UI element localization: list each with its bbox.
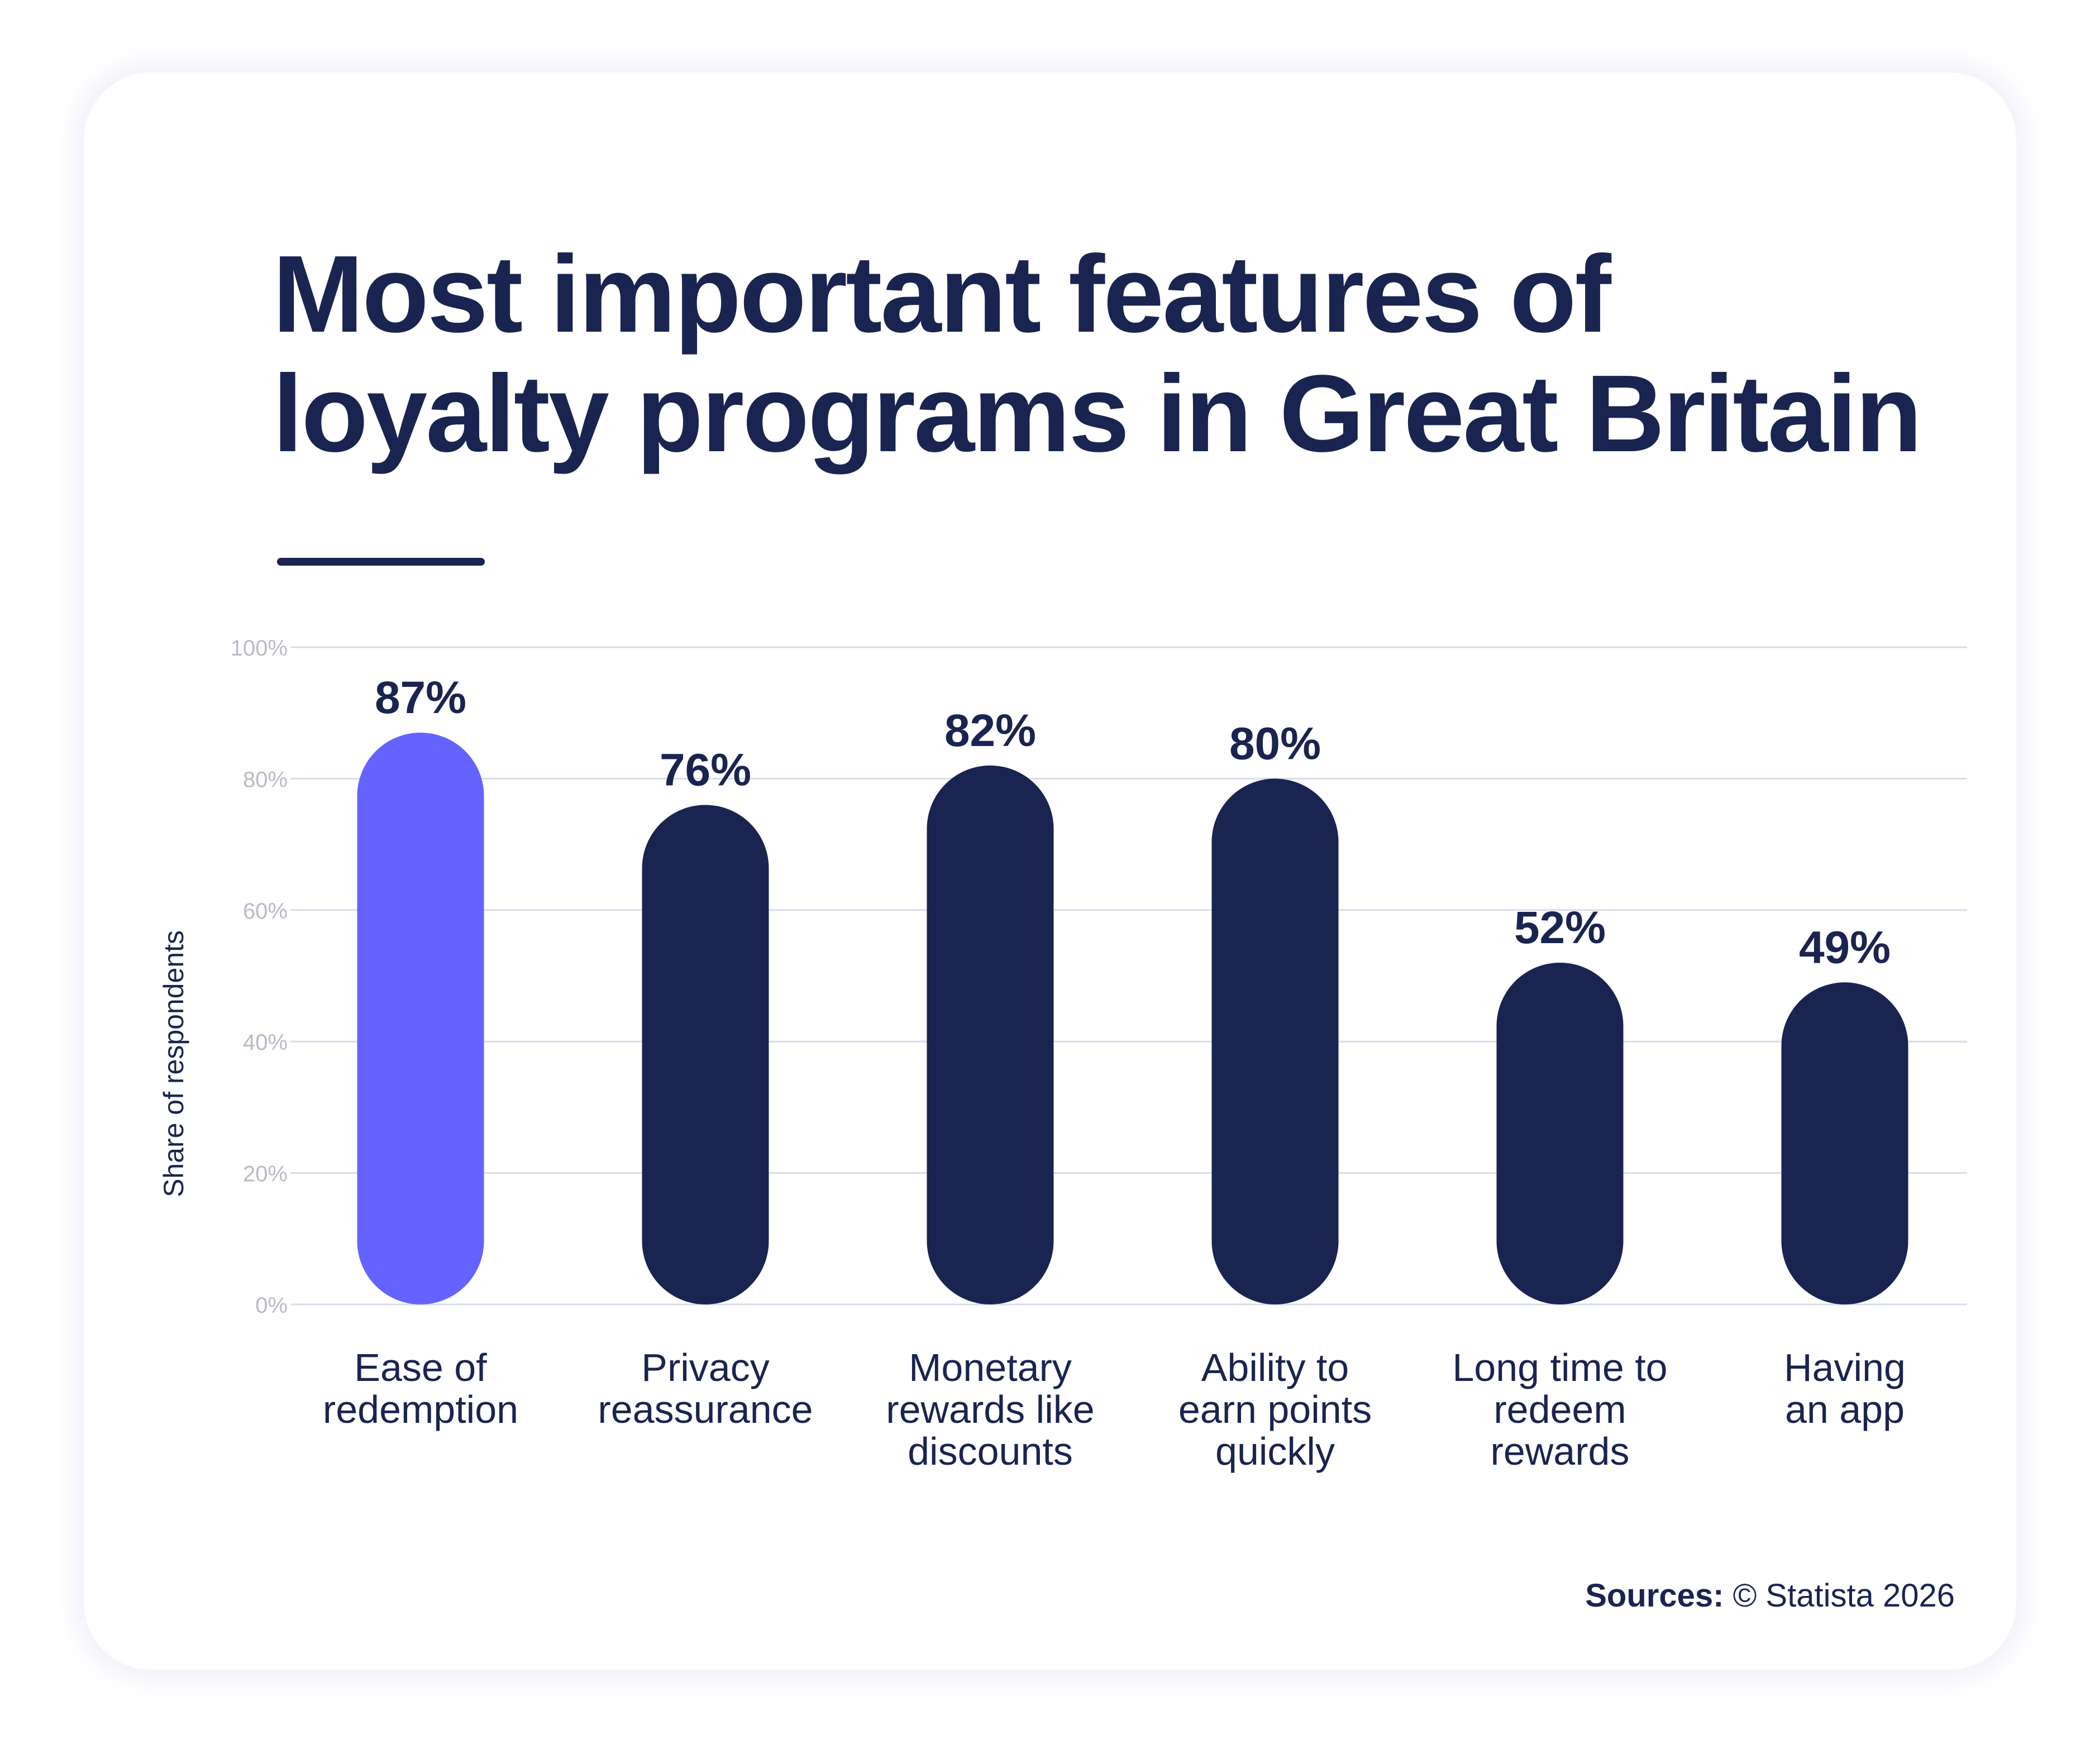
y-tick-label: 100% xyxy=(231,636,288,661)
y-tick-label: 0% xyxy=(255,1293,288,1318)
x-category-label: Privacy xyxy=(641,1346,769,1389)
x-category-label: reassurance xyxy=(598,1388,813,1431)
bar xyxy=(1211,778,1339,1304)
source-label: Sources: xyxy=(1585,1577,1724,1614)
x-category-label: Ease of xyxy=(354,1346,487,1389)
x-category-label: rewards xyxy=(1491,1430,1630,1473)
title-underline xyxy=(277,558,485,566)
y-tick-label: 40% xyxy=(243,1030,288,1055)
bar-value-label: 49% xyxy=(1799,922,1891,973)
bar xyxy=(1496,962,1624,1304)
x-category-label: discounts xyxy=(908,1430,1073,1473)
x-category-label: redemption xyxy=(323,1388,518,1431)
title-line-1: Most important features of xyxy=(273,233,1611,355)
bar-value-label: 52% xyxy=(1514,902,1606,953)
x-category-label: an app xyxy=(1785,1388,1905,1431)
x-category-label: rewards like xyxy=(886,1388,1094,1431)
source-text: © Statista 2026 xyxy=(1733,1577,1955,1614)
y-axis-label: Share of respondents xyxy=(158,930,189,1197)
x-category-label: Long time to xyxy=(1452,1346,1667,1389)
bar-value-label: 82% xyxy=(944,705,1036,756)
source-note: Sources: © Statista 2026 xyxy=(1585,1577,1955,1614)
x-category-label: redeem xyxy=(1493,1388,1626,1431)
bar xyxy=(927,765,1054,1304)
bar xyxy=(642,805,769,1304)
x-category-label: Having xyxy=(1784,1346,1906,1389)
title-line-2: loyalty programs in Great Britain xyxy=(273,352,1922,475)
bar xyxy=(357,733,484,1304)
bar-value-label: 76% xyxy=(660,744,751,795)
x-category-label: Monetary xyxy=(909,1346,1072,1389)
bar xyxy=(1781,982,1908,1304)
x-category-label: earn points xyxy=(1178,1388,1372,1431)
bar-value-label: 87% xyxy=(375,672,466,723)
y-tick-label: 20% xyxy=(243,1162,288,1187)
x-category-label: Ability to xyxy=(1201,1346,1349,1389)
chart-title: Most important features of loyalty progr… xyxy=(273,235,2060,474)
y-tick-label: 80% xyxy=(243,767,288,792)
x-category-label: quickly xyxy=(1215,1430,1335,1473)
bar-value-label: 80% xyxy=(1229,718,1321,769)
y-tick-label: 60% xyxy=(243,899,288,924)
